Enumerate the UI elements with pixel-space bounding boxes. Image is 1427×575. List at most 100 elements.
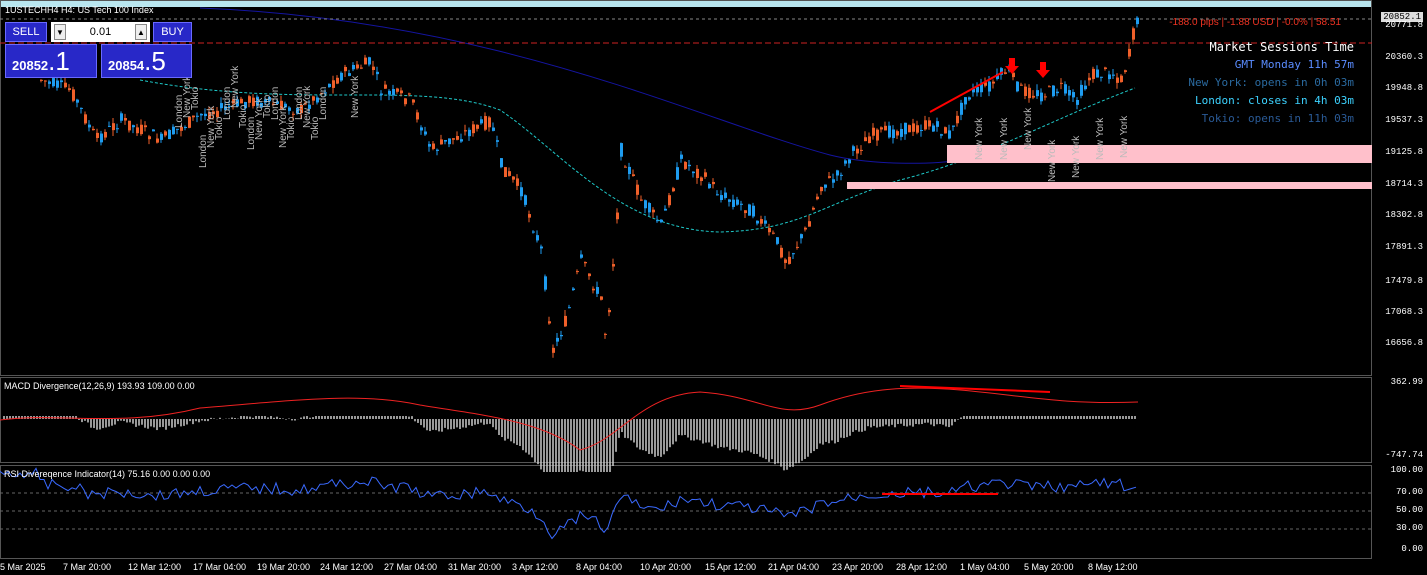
candle-body bbox=[724, 192, 727, 198]
candle-body bbox=[72, 89, 75, 101]
symbol-label: 1USTECHH4 bbox=[5, 5, 59, 15]
candle-body bbox=[648, 203, 651, 213]
lot-size-value[interactable]: 0.01 bbox=[89, 26, 112, 38]
candle-body bbox=[996, 73, 999, 80]
price-axis[interactable]: 20852.1 20771.8 20360.3 19948.8 19537.3 19125… bbox=[1372, 0, 1427, 376]
candle-body bbox=[624, 166, 627, 168]
time-axis-label: 3 Apr 12:00 bbox=[512, 562, 559, 572]
candle-body bbox=[876, 129, 879, 141]
rsi-axis[interactable]: 100.00 70.00 50.00 30.00 0.00 bbox=[1372, 465, 1427, 559]
candle-body bbox=[176, 128, 179, 130]
candle-body bbox=[324, 92, 327, 94]
candle-body bbox=[616, 212, 619, 220]
buy-quote-button[interactable]: 20854 .5 bbox=[101, 44, 192, 78]
session-marker-label: New York bbox=[230, 65, 241, 108]
candle-body bbox=[676, 167, 679, 180]
candle-body bbox=[536, 235, 539, 241]
candle-body bbox=[108, 125, 111, 127]
candle-body bbox=[852, 146, 855, 151]
symbol-title: 1USTECHH4 H4: US Tech 100 Index bbox=[5, 5, 154, 15]
candle-body bbox=[336, 77, 339, 84]
candle-body bbox=[60, 80, 63, 83]
slow-moving-average-line bbox=[199, 7, 961, 164]
candle-body bbox=[892, 129, 895, 139]
buy-button[interactable]: BUY bbox=[153, 22, 192, 42]
candle-body bbox=[500, 158, 503, 168]
candle-body bbox=[232, 99, 235, 104]
lot-increase-icon[interactable]: ▲ bbox=[134, 24, 147, 40]
candle-body bbox=[292, 113, 295, 115]
candle-body bbox=[132, 125, 135, 128]
macd-label: MACD Divergence(12,26,9) 193.93 109.00 0… bbox=[4, 381, 195, 391]
candle-body bbox=[196, 115, 199, 117]
macd-axis[interactable]: 362.99 -747.74 bbox=[1372, 377, 1427, 463]
candle-body bbox=[436, 149, 439, 151]
time-axis[interactable]: 5 Mar 2025 7 Mar 20:00 12 Mar 12:00 17 Mar … bbox=[0, 559, 1372, 575]
price-axis-label: 19125.8 bbox=[1385, 147, 1423, 157]
time-axis-label: 8 Apr 04:00 bbox=[576, 562, 623, 572]
candle-body bbox=[280, 100, 283, 110]
candle-body bbox=[244, 102, 247, 109]
candle-body bbox=[952, 125, 955, 127]
candle-body bbox=[872, 127, 875, 136]
candle-body bbox=[888, 125, 891, 138]
price-axis-label: 20360.3 bbox=[1385, 52, 1423, 62]
candle-body bbox=[264, 99, 267, 103]
candle-body bbox=[720, 195, 723, 200]
candle-body bbox=[296, 107, 299, 114]
session-marker-label: New York bbox=[350, 75, 361, 118]
candle-body bbox=[148, 136, 151, 140]
candle-body bbox=[744, 210, 747, 214]
session-marker-label: New York bbox=[278, 105, 289, 148]
time-axis-label: 15 Apr 12:00 bbox=[705, 562, 757, 572]
sell-button[interactable]: SELL bbox=[5, 22, 47, 42]
candle-body bbox=[556, 337, 559, 342]
candle-body bbox=[596, 287, 599, 294]
candle-body bbox=[788, 256, 791, 264]
candle-body bbox=[808, 221, 811, 227]
candle-body bbox=[656, 220, 659, 222]
candle-body bbox=[900, 128, 903, 137]
candle-body bbox=[40, 79, 43, 81]
candle-body bbox=[608, 309, 611, 313]
time-axis-label: 17 Mar 04:00 bbox=[193, 562, 247, 572]
candle-body bbox=[672, 188, 675, 192]
time-axis-label: 23 Apr 20:00 bbox=[832, 562, 884, 572]
lot-size-field[interactable]: ▼ 0.01 ▲ bbox=[51, 22, 150, 42]
candle-body bbox=[364, 57, 367, 65]
session-marker-label: London bbox=[198, 135, 209, 168]
resistance-zone bbox=[947, 145, 1372, 163]
candle-body bbox=[752, 205, 755, 217]
candle-body bbox=[492, 127, 495, 131]
candle-body bbox=[448, 138, 451, 145]
candle-body bbox=[284, 103, 287, 108]
candle-body bbox=[768, 227, 771, 233]
chart-title: US Tech 100 Index bbox=[77, 5, 154, 15]
candle-body bbox=[584, 261, 587, 264]
candle-body bbox=[988, 81, 991, 92]
candle-body bbox=[328, 83, 331, 88]
candle-body bbox=[172, 126, 175, 135]
candle-body bbox=[524, 195, 527, 205]
candle-body bbox=[916, 125, 919, 133]
rsi-pane[interactable] bbox=[0, 465, 1372, 559]
candle-body bbox=[52, 78, 55, 87]
candle-body bbox=[1012, 72, 1015, 78]
candle-body bbox=[1024, 86, 1027, 96]
candle-body bbox=[272, 103, 275, 106]
candle-body bbox=[392, 89, 395, 96]
candle-body bbox=[456, 136, 459, 140]
candle-body bbox=[96, 132, 99, 138]
market-sessions-panel: Market Sessions Time GMT Monday 11h 57m … bbox=[1188, 38, 1354, 128]
candle-body bbox=[816, 196, 819, 200]
candle-body bbox=[868, 136, 871, 143]
sell-quote-button[interactable]: 20852 .1 bbox=[5, 44, 97, 78]
candle-body bbox=[828, 176, 831, 178]
candle-body bbox=[804, 227, 807, 230]
candle-body bbox=[1100, 76, 1103, 78]
candle-body bbox=[1048, 86, 1051, 88]
lot-decrease-icon[interactable]: ▼ bbox=[54, 24, 66, 40]
session-marker-label: New York bbox=[1095, 117, 1106, 160]
candle-body bbox=[1016, 81, 1019, 92]
